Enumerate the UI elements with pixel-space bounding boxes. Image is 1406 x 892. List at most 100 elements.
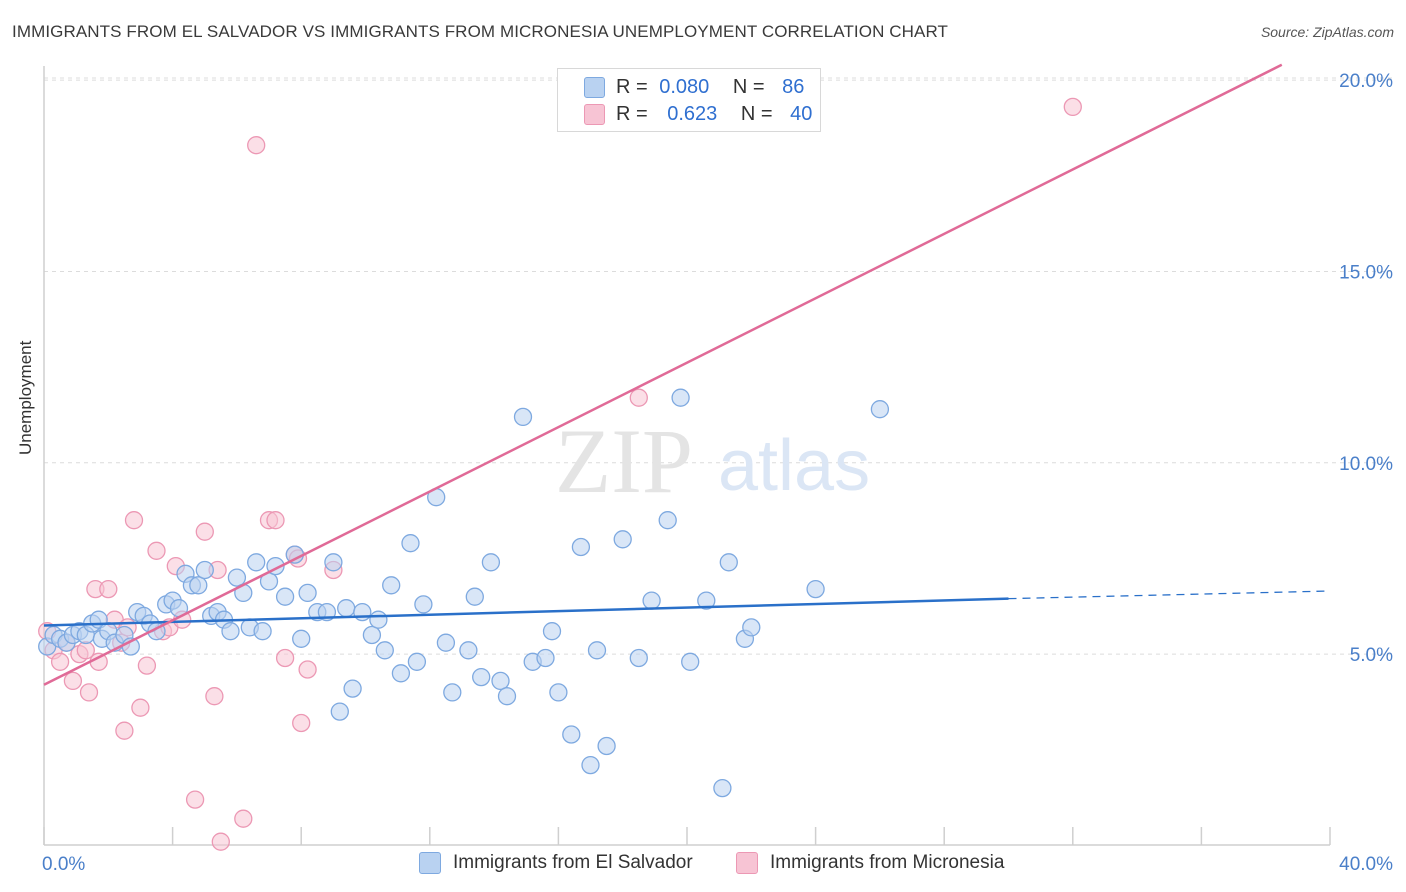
el-salvador-point-68 — [549, 683, 568, 702]
micronesia-point-16 — [131, 698, 150, 717]
el-salvador-point-69 — [562, 725, 581, 744]
trend-lines — [43, 63, 1331, 686]
x-tick-label-min: 0.0% — [42, 854, 85, 875]
el-salvador-point-84 — [742, 618, 761, 637]
watermark: ZIP atlas — [555, 410, 870, 512]
el-salvador-point-73 — [597, 736, 616, 756]
el-salvador-point-47 — [362, 625, 382, 645]
micronesia-point-15 — [124, 511, 144, 530]
el-salvador-point-42 — [324, 553, 343, 572]
el-salvador-point-52 — [401, 534, 420, 553]
el-salvador-point-62 — [491, 671, 510, 691]
legend-r-label: R = — [616, 75, 648, 98]
micronesia-point-35 — [292, 713, 311, 733]
x-tick-label-max: 40.0% — [1339, 854, 1393, 875]
trend-line-micronesia — [43, 63, 1283, 686]
el-salvador-point-49 — [375, 641, 394, 660]
micronesia-point-31 — [266, 511, 285, 530]
source-label: Source: ZipAtlas.com — [1260, 24, 1394, 40]
micronesia-point-29 — [247, 136, 266, 155]
el-salvador-point-56 — [436, 633, 456, 652]
el-salvador-point-79 — [681, 652, 700, 671]
micronesia-point-4 — [63, 671, 83, 691]
legend-swatch-el-salvador — [584, 76, 605, 98]
gridlines — [44, 77, 1394, 655]
micronesia-point-28 — [234, 809, 253, 828]
el-salvador-point-63 — [497, 687, 517, 706]
tick-labels: 5.0% 10.0% 15.0% 20.0% 0.0% 40.0% — [42, 71, 1393, 875]
legend-n-label: N = — [740, 102, 773, 125]
y-tick-label-15: 15.0% — [1339, 262, 1393, 283]
el-salvador-point-77 — [658, 511, 677, 530]
el-salvador-point-75 — [629, 648, 648, 668]
trend-line-el-salvador-extension — [1008, 590, 1331, 600]
el-salvador-point-29 — [227, 568, 247, 587]
legend-n-label: N = — [732, 75, 765, 98]
el-salvador-point-60 — [472, 667, 491, 687]
el-salvador-point-71 — [581, 755, 600, 775]
legend-stats: R = 0.080 N = 86 R = 0.623 N = 40 — [557, 68, 821, 132]
micronesia-point-32 — [275, 648, 295, 668]
legend-swatch-micronesia — [584, 103, 605, 125]
micronesia-point-9 — [89, 652, 108, 671]
watermark-atlas: atlas — [718, 426, 870, 506]
micronesia-point-17 — [137, 656, 157, 675]
el-salvador-point-51 — [391, 664, 411, 683]
el-salvador-point-85 — [806, 579, 825, 599]
el-salvador-point-46 — [353, 602, 372, 622]
el-salvador-point-58 — [459, 641, 478, 660]
micronesia-point-36 — [298, 660, 317, 679]
el-salvador-point-54 — [414, 595, 433, 614]
legend-label-el-salvador: Immigrants from El Salvador — [453, 852, 693, 873]
el-salvador-point-23 — [189, 576, 208, 595]
legend-r-label: R = — [616, 102, 648, 125]
axes — [43, 66, 1331, 846]
el-salvador-point-45 — [343, 679, 362, 698]
el-salvador-point-37 — [285, 545, 304, 564]
legend-swatch-micronesia — [736, 852, 758, 874]
el-salvador-point-86 — [870, 400, 890, 419]
legend-r-value: 0.623 — [667, 102, 718, 125]
micronesia-point-27 — [211, 832, 230, 851]
micronesia-point-39 — [1063, 97, 1082, 117]
el-salvador-point-36 — [275, 587, 295, 606]
el-salvador-point-53 — [407, 652, 427, 671]
el-salvador-point-67 — [542, 622, 562, 641]
el-salvador-point-70 — [571, 537, 591, 557]
micronesia-point-2 — [50, 652, 70, 671]
micronesia-point-10 — [99, 579, 118, 599]
micronesia-point-25 — [205, 687, 224, 706]
el-salvador-point-66 — [536, 648, 555, 668]
el-salvador-point-39 — [298, 583, 317, 603]
el-salvador-point-76 — [642, 591, 661, 610]
legend-n-value: 86 — [782, 75, 805, 98]
y-tick-label-5: 5.0% — [1350, 645, 1393, 666]
el-salvador-point-64 — [513, 407, 533, 427]
micronesia-point-18 — [147, 541, 166, 560]
el-salvador-point-82 — [719, 553, 738, 572]
micronesia-point-13 — [115, 721, 134, 740]
micronesia-point-24 — [195, 522, 214, 541]
el-salvador-point-81 — [713, 778, 732, 798]
chart-title: IMMIGRANTS FROM EL SALVADOR VS IMMIGRANT… — [12, 22, 949, 41]
legend-n-value: 40 — [790, 102, 813, 125]
el-salvador-point-57 — [443, 683, 462, 702]
el-salvador-point-74 — [613, 530, 632, 549]
legend-item-micronesia: Immigrants from Micronesia — [736, 852, 1004, 874]
el-salvador-point-28 — [221, 622, 240, 641]
micronesia-point-7 — [79, 683, 99, 702]
micronesia-point-38 — [629, 388, 648, 407]
micronesia-point-23 — [185, 790, 205, 809]
el-salvador-point-61 — [481, 553, 501, 572]
el-salvador-point-44 — [337, 599, 356, 618]
trend-line-el-salvador — [43, 597, 1009, 627]
el-salvador-point-72 — [587, 641, 607, 660]
el-salvador-point-59 — [465, 587, 484, 606]
el-salvador-point-24 — [195, 560, 214, 580]
watermark-zip: ZIP — [555, 410, 693, 512]
el-salvador-point-48 — [369, 610, 388, 629]
legend-item-el-salvador: Immigrants from El Salvador — [419, 852, 693, 874]
el-salvador-point-43 — [330, 702, 349, 721]
y-tick-label-10: 10.0% — [1339, 454, 1393, 475]
